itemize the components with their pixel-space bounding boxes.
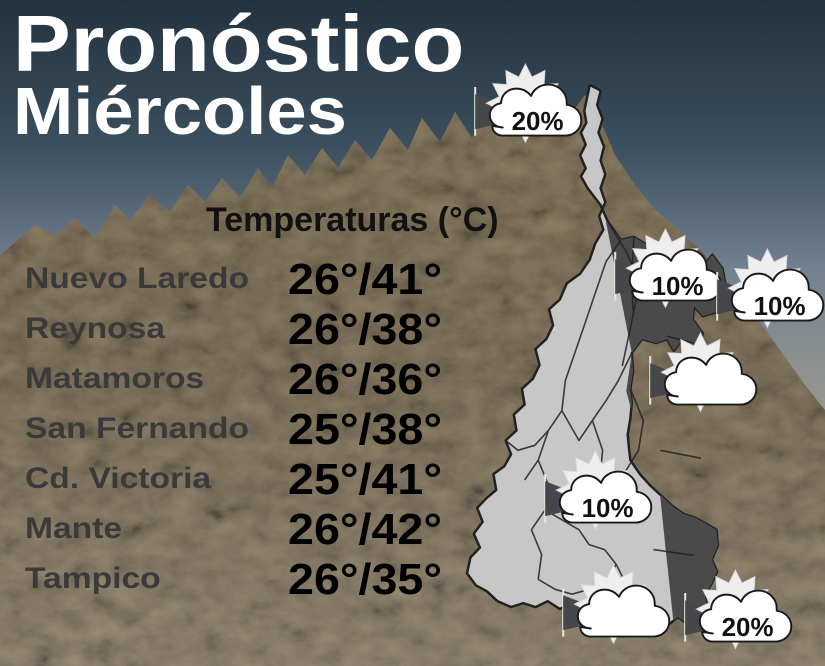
svg-text:20%: 20% (722, 614, 774, 642)
svg-text:10%: 10% (652, 273, 704, 301)
svg-text:10%: 10% (582, 495, 634, 523)
svg-text:20%: 20% (512, 108, 564, 136)
svg-text:10%: 10% (754, 293, 806, 321)
